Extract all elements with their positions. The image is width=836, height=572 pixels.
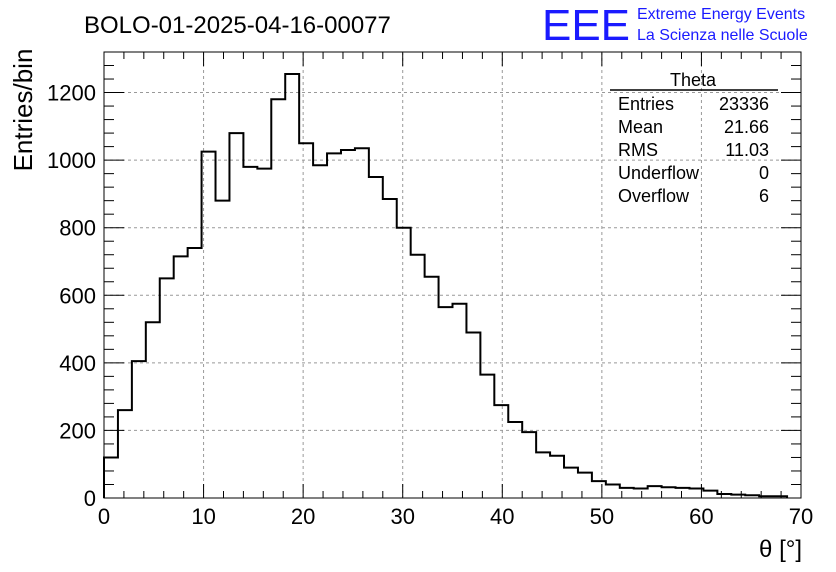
histogram-bin	[243, 167, 257, 498]
stats-value: 21.66	[724, 117, 769, 137]
histogram-bin	[411, 255, 425, 498]
stats-label: Entries	[618, 94, 674, 114]
histogram-bin	[174, 256, 188, 498]
grid-lines	[104, 52, 801, 498]
histogram-bin	[550, 456, 564, 498]
histogram-bin	[648, 486, 662, 498]
histogram-bin	[494, 405, 508, 498]
histogram-bin	[536, 452, 550, 498]
run-title: BOLO-01-2025-04-16-00077	[84, 12, 391, 39]
histogram-bin	[271, 99, 285, 498]
stats-value: 11.03	[725, 140, 769, 160]
stats-title: Theta	[670, 70, 717, 90]
histogram-bin	[439, 307, 453, 498]
histogram-bin	[522, 432, 536, 498]
histogram-bin	[160, 278, 174, 498]
plot-frame	[103, 51, 802, 499]
histogram-bin	[564, 468, 578, 498]
histogram-bin	[676, 488, 690, 498]
histogram-bin	[299, 143, 313, 498]
x-tick-label: 70	[789, 504, 813, 529]
histogram-bin	[188, 248, 202, 498]
histogram-line	[103, 72, 789, 498]
stats-value: 23336	[719, 94, 769, 114]
stats-label: RMS	[618, 140, 658, 160]
histogram-bin	[313, 165, 327, 498]
x-tick-label: 10	[191, 504, 215, 529]
histogram-bin	[717, 494, 731, 498]
logo-line-2: La Scienza nelle Scuole	[637, 27, 808, 44]
stats-value: 6	[759, 186, 769, 206]
histogram-bin	[480, 375, 494, 498]
histogram-bin	[745, 495, 759, 498]
stats-box: Theta Entries 23336 Mean 21.66 RMS 11.03 Under…	[610, 70, 778, 206]
histogram-bin	[759, 496, 773, 498]
histogram-bin	[773, 496, 787, 498]
histogram-bin	[606, 484, 620, 498]
stats-label: Underflow	[618, 163, 700, 183]
histogram-bin	[257, 169, 271, 498]
histogram-bin	[592, 481, 606, 498]
histogram-bin	[202, 152, 216, 498]
axis-ticks	[103, 51, 802, 499]
histogram-bin	[327, 153, 341, 498]
x-tick-label: 50	[590, 504, 614, 529]
histogram-bin	[620, 488, 634, 498]
histogram-bin	[731, 495, 745, 498]
histogram-bin	[453, 304, 467, 498]
x-tick-label: 40	[490, 504, 514, 529]
histogram-bin	[578, 473, 592, 498]
histogram-bin	[355, 148, 369, 498]
y-tick-label: 400	[59, 351, 96, 376]
histogram-bin	[369, 177, 383, 498]
histogram-bin	[466, 332, 480, 498]
histogram-bin	[397, 228, 411, 498]
histogram-bin	[146, 322, 160, 498]
x-tick-label: 0	[98, 504, 110, 529]
y-tick-label: 800	[59, 216, 96, 241]
y-tick-label: 1200	[47, 81, 96, 106]
logo-line-1: Extreme Energy Events	[637, 6, 805, 23]
histogram-bin	[104, 457, 118, 498]
y-axis-label: Entries/bin	[8, 49, 38, 172]
histogram-bins	[104, 74, 787, 498]
y-tick-label: 0	[84, 486, 96, 511]
histogram-bin	[132, 361, 146, 498]
histogram-bin	[118, 410, 132, 498]
y-tick-label: 600	[59, 283, 96, 308]
y-tick-label: 200	[59, 418, 96, 443]
histogram-bin	[285, 74, 299, 498]
histogram-bin	[703, 491, 717, 498]
histogram-bin	[508, 422, 522, 498]
histogram-bin	[634, 489, 648, 498]
histogram-bin	[689, 489, 703, 498]
histogram-bin	[229, 133, 243, 498]
stats-value: 0	[759, 163, 769, 183]
eee-logo: EEE	[542, 1, 630, 50]
histogram-bin	[216, 201, 230, 498]
histogram-bin	[341, 150, 355, 498]
histogram-bin	[425, 277, 439, 498]
histogram-bin	[662, 487, 676, 498]
histogram-bin	[383, 199, 397, 498]
x-axis-label: θ [°]	[759, 536, 802, 563]
y-tick-label: 1000	[47, 148, 96, 173]
stats-label: Mean	[618, 117, 663, 137]
x-tick-label: 30	[390, 504, 414, 529]
x-tick-label: 20	[291, 504, 315, 529]
x-tick-label: 60	[689, 504, 713, 529]
stats-label: Overflow	[618, 186, 690, 206]
